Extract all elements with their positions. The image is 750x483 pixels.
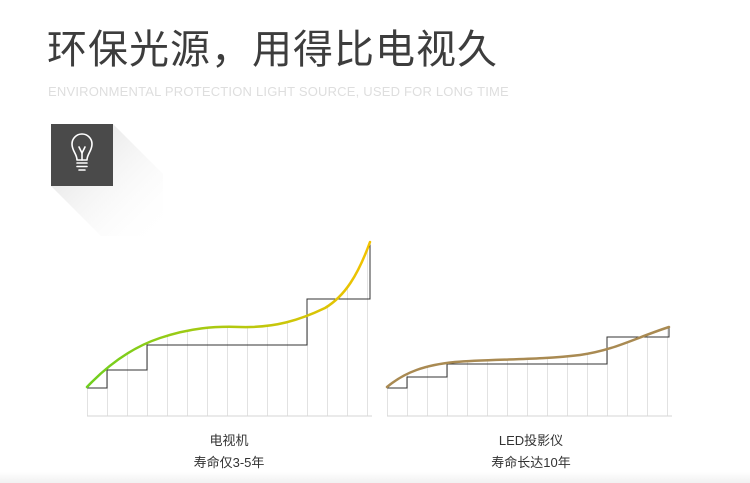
page-title: 环保光源，用得比电视久 — [47, 28, 498, 72]
led-step-line — [387, 327, 670, 389]
tv-lifespan-text: 寿命仅3-5年 — [193, 455, 265, 470]
led-lifespan-text: 寿命长达10年 — [491, 455, 571, 470]
led-label: LED投影仪 — [498, 433, 564, 448]
lightbulb-icon — [71, 133, 93, 171]
led-lifespan-chart — [385, 325, 672, 417]
tv-lifespan-chart — [85, 240, 372, 417]
lightbulb-badge — [51, 124, 163, 236]
bottom-band — [0, 472, 750, 483]
led-grid — [387, 327, 668, 416]
tv-label: 电视机 — [209, 433, 249, 448]
badge-long-shadow — [51, 124, 163, 236]
page-subtitle: ENVIRONMENTAL PROTECTION LIGHT SOURCE, U… — [48, 84, 509, 99]
tv-step-line — [87, 242, 371, 389]
tv-lifespan-curve — [85, 240, 372, 389]
tv-grid — [87, 242, 368, 416]
led-lifespan-curve — [385, 325, 671, 389]
